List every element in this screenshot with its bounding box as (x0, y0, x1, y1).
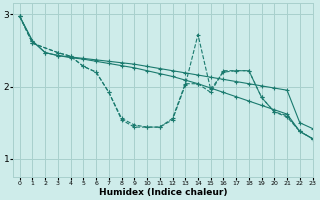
X-axis label: Humidex (Indice chaleur): Humidex (Indice chaleur) (99, 188, 227, 197)
